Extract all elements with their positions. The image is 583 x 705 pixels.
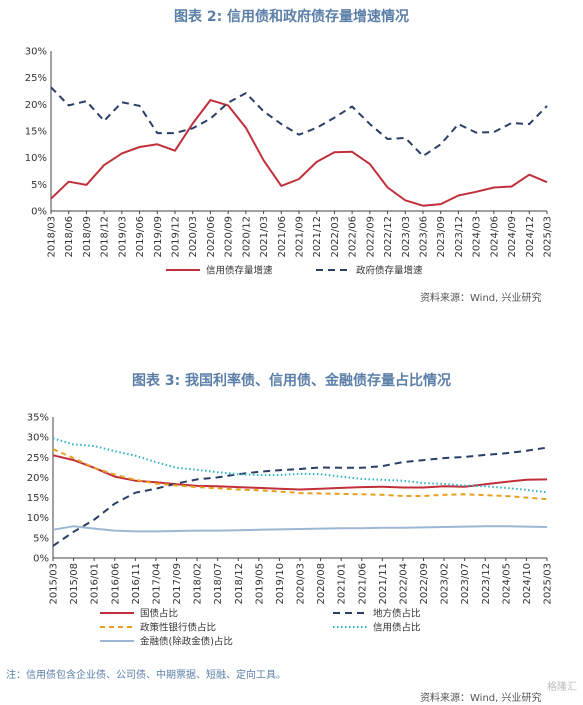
chart1-y-tick-label: 0% [31,207,47,218]
chart1-y-tick-label: 30% [25,47,47,58]
chart2-x-tick-label: 2016/01 [90,563,101,605]
chart1-y-tick-label: 15% [25,127,47,138]
chart1-source: 资料来源：Wind, 兴业研究 [420,293,542,304]
chart2-y-tick-label: 25% [27,453,49,464]
chart2-y-tick-label: 0% [33,554,49,565]
chart1-x-tick-label: 2018/03 [47,216,58,258]
chart1-title: 图表 2: 信用债和政府债存量增速情况 [173,9,410,25]
chart1-y-tick-label: 20% [25,100,47,111]
chart2-series-line-3 [52,437,548,494]
chart2-x-tick-label: 2018/02 [193,563,204,605]
chart1-y-tick-label: 25% [25,73,47,84]
chart1-x-tick-label: 2022/03 [330,216,341,258]
chart2-x-tick-label: 2019/05 [254,563,265,605]
chart2-series-line-0 [52,454,548,491]
chart2-y-tick-label: 15% [27,493,49,504]
chart1-x-tick-label: 2018/06 [64,216,75,258]
chart1-x-tick-label: 2020/12 [241,216,252,258]
chart1-x-tick-label: 2024/09 [507,216,518,258]
chart1-x-tick-label: 2020/09 [224,216,235,258]
chart2-x-tick-label: 2018/07 [213,563,224,605]
chart1-x-tick-label: 2024/12 [525,216,536,258]
chart1-x-tick-label: 2021/03 [259,216,270,258]
chart2-x-tick-label: 2024/10 [522,563,533,605]
chart1-x-tick-label: 2023/06 [419,216,430,258]
chart1-x-tick-label: 2023/09 [436,216,447,258]
chart1-x-tick-label: 2022/12 [383,216,394,258]
chart1-x-tick-label: 2019/12 [171,216,182,258]
chart2-x-tick-label: 2021/11 [378,563,389,605]
chart1-x-tick-label: 2023/03 [401,216,412,258]
chart2-legend-label-2: 政策性银行债占比 [140,622,216,634]
chart2-x-tick-label: 2021/01 [337,563,348,605]
chart1-x-tick-label: 2021/06 [277,216,288,258]
chart1-y-tick-label: 5% [31,180,47,191]
chart1-x-tick-label: 2024/06 [489,216,500,258]
chart2-x-tick-label: 2022/09 [419,563,430,605]
chart2-x-tick-label: 2015/08 [69,563,80,605]
chart2-x-tick-label: 2015/03 [49,563,60,605]
chart2-x-tick-label: 2017/04 [151,563,162,605]
chart2-series-line-2 [52,448,548,501]
chart1-x-tick-label: 2019/03 [117,216,128,258]
chart1-legend-label-1: 政府债存量增速 [356,265,423,277]
chart2-y-tick-label: 35% [27,413,49,424]
chart1-x-tick-label: 2023/12 [454,216,465,258]
chart2-series-line-1 [52,446,548,547]
chart2-x-tick-label: 2025/03 [543,563,554,605]
chart2-y-tick-label: 20% [27,473,49,484]
chart2-x-tick-label: 2017/09 [172,563,183,605]
chart2-x-tick-label: 2019/10 [275,563,286,605]
chart2-x-tick-label: 2020/08 [316,563,327,605]
chart2-legend-label-3: 信用债占比 [373,622,421,634]
chart2-x-tick-label: 2016/06 [110,563,121,605]
chart2-x-tick-label: 2018/12 [234,563,245,605]
chart1-series-line-0 [50,99,548,207]
chart2-series-line-4 [52,525,548,533]
chart1-x-tick-label: 2019/06 [135,216,146,258]
chart2-x-tick-label: 2023/12 [481,563,492,605]
chart1-x-tick-label: 2020/03 [188,216,199,258]
chart1-x-tick-label: 2021/12 [312,216,323,258]
chart2-x-tick-label: 2016/11 [131,563,142,605]
chart1-x-tick-label: 2021/09 [295,216,306,258]
chart1-x-tick-label: 2018/09 [82,216,93,258]
chart2-title: 图表 3: 我国利率债、信用债、金融债存量占比情况 [131,373,452,389]
chart2-x-tick-label: 2024/05 [501,563,512,605]
chart2-x-tick-label: 2023/07 [460,563,471,605]
chart2-legend-label-1: 地方债占比 [373,608,421,620]
chart1-x-tick-label: 2024/03 [472,216,483,258]
chart2-plot: 0% 5% 10% 15% 20% 25% 30% 35% 2015/03 2015/08 2016… [27,413,554,648]
chart2-x-tick-label: 2023/02 [440,563,451,605]
chart1-plot: 0% 5% 10% 15% 20% 25% 30% 2018/03 2018/06 2018/09… [25,47,554,277]
chart1-x-tick-label: 2020/06 [206,216,217,258]
chart2-x-tick-label: 2022/04 [398,563,409,605]
chart1-legend-label-0: 信用债存量增速 [206,265,273,277]
chart2-x-tick-label: 2021/06 [357,563,368,605]
chart1-series-line-1 [50,86,548,158]
chart2-x-tick-label: 2020/03 [296,563,307,605]
chart1-x-tick-label: 2018/12 [100,216,111,258]
chart2-y-tick-label: 30% [27,433,49,444]
watermark-logo: 格隆汇 [547,682,577,693]
chart2-source: 资料来源：Wind, 兴业研究 [420,693,542,704]
chart1-y-tick-label: 10% [25,153,47,164]
chart2-legend-label-4: 金融债(除政金债)占比 [140,636,233,648]
chart2-y-tick-label: 5% [33,533,49,544]
footnote: 注：信用债包含企业债、公司债、中期票据、短融、定向工具。 [6,670,286,681]
chart1-x-tick-label: 2022/06 [348,216,359,258]
chart1-x-tick-label: 2025/03 [543,216,554,258]
chart1-x-tick-label: 2022/09 [365,216,376,258]
chart2-y-tick-label: 10% [27,513,49,524]
chart1-x-tick-label: 2019/09 [153,216,164,258]
chart2-legend-label-0: 国债占比 [140,608,178,620]
